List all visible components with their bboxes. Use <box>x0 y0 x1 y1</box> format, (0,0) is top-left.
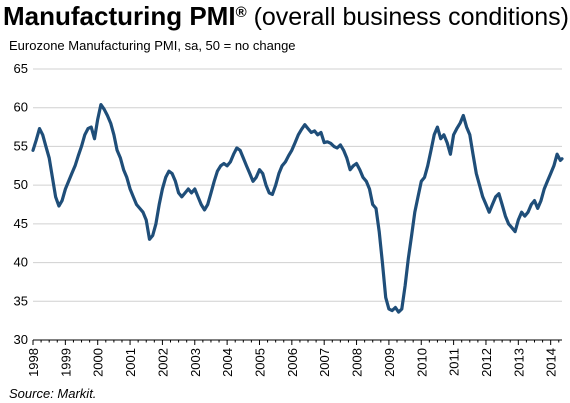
x-tick-label: 2006 <box>285 348 300 377</box>
x-tick-label: 2002 <box>155 348 170 377</box>
x-tick-label: 2000 <box>91 348 106 377</box>
x-tick-label: 2001 <box>123 348 138 377</box>
x-tick-label: 2010 <box>414 348 429 377</box>
x-tick-label: 2012 <box>479 348 494 377</box>
y-tick-label: 60 <box>14 100 28 115</box>
label-layer: 30 35 40 45 50 55 60 65 1998 1999 2000 2001 2002 2003… <box>14 61 559 377</box>
chart-subtitle: Eurozone Manufacturing PMI, sa, 50 = no … <box>9 38 296 53</box>
y-tick-label: 30 <box>14 332 28 347</box>
x-tick-label: 2004 <box>220 348 235 377</box>
chart-title-rest: (overall business conditions) <box>246 3 570 31</box>
y-tick-label: 50 <box>14 177 28 192</box>
y-tick-label: 35 <box>14 293 28 308</box>
series-layer <box>31 103 564 314</box>
x-tick-label: 2007 <box>317 348 332 377</box>
x-tick-label: 2005 <box>252 348 267 377</box>
x-tick-label: 1999 <box>58 348 73 377</box>
y-tick-label: 45 <box>14 216 28 231</box>
x-tick-label: 1998 <box>26 348 41 377</box>
x-tick-label: 2008 <box>350 348 365 377</box>
x-tick-label: 2003 <box>188 348 203 377</box>
chart-source: Source: Markit. <box>9 386 97 401</box>
series-line-pmi <box>31 103 564 314</box>
y-tick-label: 55 <box>14 138 28 153</box>
chart-title: Manufacturing PMI® (overall business con… <box>3 1 569 36</box>
x-tick-label: 2014 <box>544 348 559 377</box>
y-tick-label: 65 <box>14 61 28 76</box>
y-tick-label: 40 <box>14 255 28 270</box>
chart-title-main: Manufacturing PMI <box>3 1 236 31</box>
x-tick-label: 2011 <box>447 348 462 376</box>
grid-layer <box>33 68 562 302</box>
x-tick-label: 2009 <box>382 348 397 377</box>
axis-layer <box>32 339 562 345</box>
registered-mark: ® <box>235 4 247 21</box>
x-tick-label: 2013 <box>511 348 526 377</box>
